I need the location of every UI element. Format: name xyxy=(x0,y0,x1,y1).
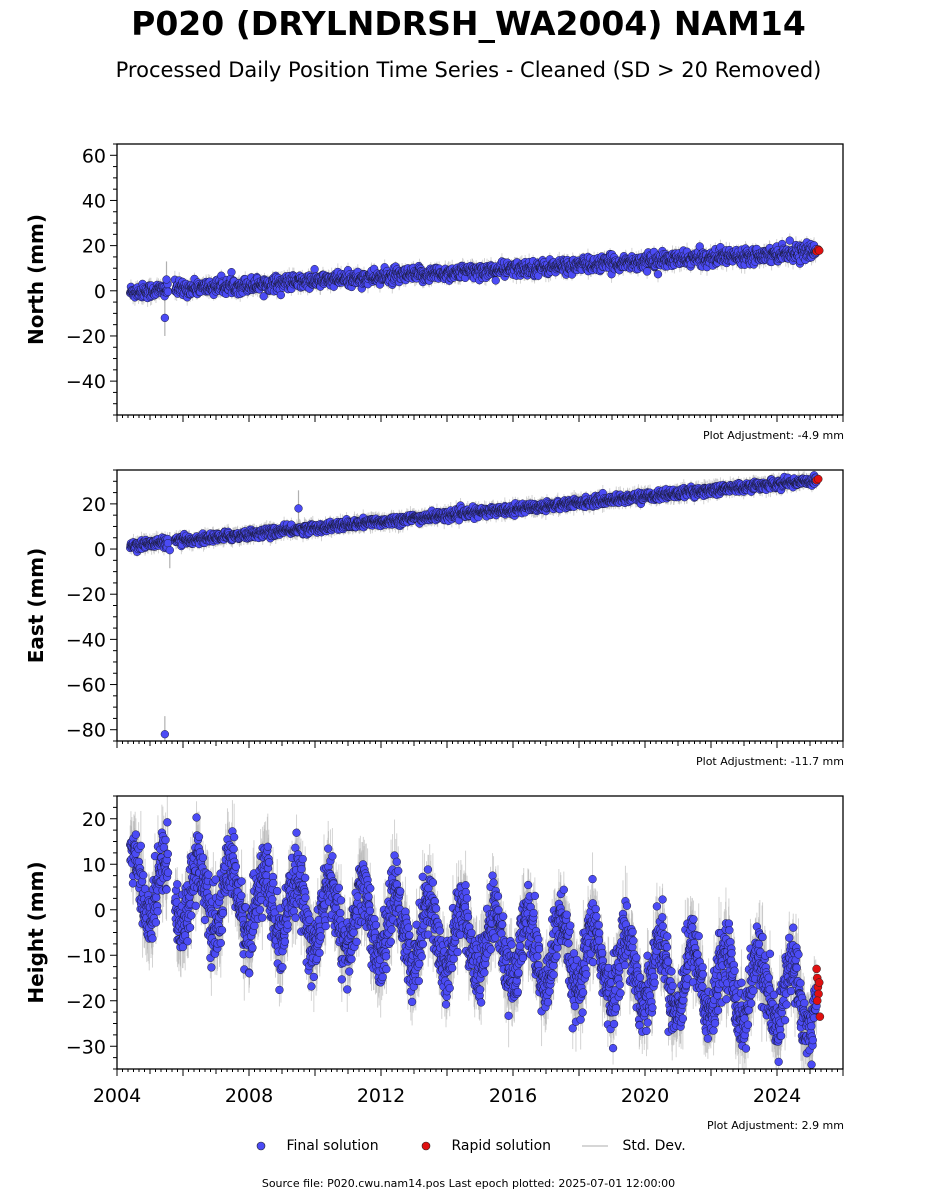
north-y-tick-label: 40 xyxy=(82,190,106,212)
north-y-tick-label: −40 xyxy=(66,371,106,393)
north-point xyxy=(642,267,652,276)
chart-subtitle: Processed Daily Position Time Series - C… xyxy=(115,58,822,82)
north-outlier-point xyxy=(162,275,171,284)
north-point xyxy=(163,287,173,296)
north-rapid-point xyxy=(814,246,824,255)
north-y-tick-label: 20 xyxy=(82,236,106,258)
north-final-points xyxy=(126,236,821,323)
north-outlier-point xyxy=(160,313,170,323)
north-point xyxy=(491,276,500,285)
north-y-tick-label: −20 xyxy=(66,326,106,348)
north-point xyxy=(259,292,268,301)
plots-canvas: −40 −20 0 20 40 60 North (mm) −80−60−40−20020Ea… xyxy=(24,143,844,1107)
north-point xyxy=(310,265,319,274)
north-point xyxy=(276,290,285,300)
north-point xyxy=(785,236,794,245)
north-y-axis-label: North (mm) xyxy=(24,214,48,345)
north-y-tick-label: 0 xyxy=(94,281,106,303)
north-panel: −40 −20 0 20 40 60 North (mm) xyxy=(24,143,844,422)
north-point xyxy=(227,268,236,277)
chart-title: P020 (DRYLNDRSH_WA2004) NAM14 xyxy=(131,4,806,43)
north-rapid-points xyxy=(812,245,824,256)
north-y-tick-label: 60 xyxy=(82,145,106,167)
north-point xyxy=(653,270,663,279)
